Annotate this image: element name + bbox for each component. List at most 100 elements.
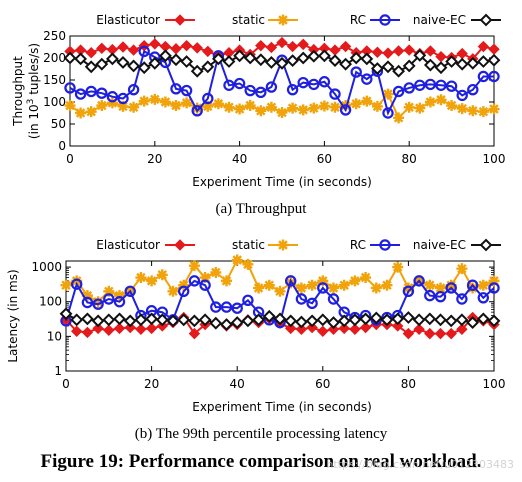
- x-tick-label: 100: [483, 152, 506, 166]
- naive-ec-point: [455, 313, 469, 327]
- static-point: [371, 100, 383, 112]
- rc-point: [124, 285, 136, 298]
- naive-ec-point: [305, 314, 319, 328]
- naive-ec-point: [220, 318, 233, 331]
- naive-ec-point: [466, 56, 480, 70]
- y-tick-label: 100: [39, 295, 62, 309]
- static-point: [60, 279, 72, 291]
- static-point: [349, 275, 361, 287]
- elasticutor-point: [306, 321, 318, 334]
- naive-ec-point: [201, 60, 215, 74]
- rc-point: [285, 275, 297, 287]
- elasticutor-point: [413, 323, 425, 336]
- naive-ec-point: [158, 49, 172, 63]
- naive-ec-point: [241, 314, 255, 328]
- naive-ec-point: [316, 313, 330, 327]
- rc-point: [231, 302, 243, 314]
- static-point: [255, 105, 267, 117]
- rc-point: [265, 81, 278, 93]
- naive-ec-point: [198, 313, 212, 327]
- elasticutor-point: [85, 47, 97, 59]
- static-point: [234, 103, 246, 115]
- rc-point: [170, 83, 182, 95]
- static-point: [263, 279, 275, 291]
- static-point: [135, 272, 147, 284]
- rc-point: [113, 296, 126, 308]
- y-axis-label-line2: (in 103 tuples/s): [26, 43, 41, 139]
- static-point: [106, 97, 118, 109]
- x-tick-label: 80: [401, 377, 416, 391]
- static-point: [297, 104, 309, 116]
- rc-point: [466, 279, 479, 291]
- naive-ec-point: [243, 51, 257, 65]
- rc-point: [424, 289, 436, 302]
- naive-ec-point: [391, 312, 405, 326]
- x-tick-label: 80: [402, 152, 417, 166]
- rc-point: [233, 77, 246, 90]
- naive-ec-point: [137, 61, 151, 75]
- static-point: [244, 100, 256, 112]
- static-point: [402, 282, 414, 294]
- naive-ec-point: [102, 313, 116, 327]
- throughput-chart: Elasticutor static RC naive-EC 0 20 40 60 80…: [11, 13, 505, 217]
- naive-ec-point: [148, 56, 162, 70]
- naive-ec-point: [95, 57, 109, 71]
- rc-point: [255, 86, 267, 99]
- naive-ec-point: [123, 314, 137, 328]
- naive-ec-point: [434, 313, 447, 327]
- plot-frame: [69, 35, 495, 147]
- legend-label-naive-ec: naive-EC: [413, 13, 466, 27]
- naive-ec-point: [113, 312, 126, 326]
- legend-marker-elasticutor: [174, 239, 186, 251]
- rc-point: [295, 293, 308, 305]
- rc-point: [414, 79, 426, 91]
- rc-point: [92, 298, 104, 310]
- rc-point: [445, 80, 458, 92]
- x-axis-label: Experiment Time (in seconds): [192, 400, 372, 414]
- legend-marker-rc: [379, 239, 391, 251]
- naive-ec-point: [286, 54, 300, 68]
- rc-point: [199, 279, 211, 291]
- naive-ec-point: [476, 312, 490, 326]
- elasticutor-point: [349, 323, 361, 336]
- y-axis-label-line2-post: tuples/s): [27, 43, 41, 99]
- elasticutor-point: [170, 43, 182, 55]
- rc-point: [96, 87, 108, 99]
- elasticutor-point: [70, 325, 83, 338]
- elasticutor-point: [371, 46, 384, 58]
- rc-point: [435, 79, 447, 91]
- elasticutor-point: [295, 323, 308, 336]
- elasticutor-point: [403, 44, 415, 56]
- x-tick-label: 0: [62, 377, 70, 391]
- static-point: [414, 102, 426, 114]
- static-point: [221, 275, 232, 287]
- x-tick-label: 100: [483, 377, 506, 391]
- naive-ec-point: [434, 61, 448, 75]
- rc-point: [106, 91, 119, 103]
- rc-point: [220, 301, 233, 313]
- legend-marker-static: [277, 14, 289, 26]
- naive-ec-point: [180, 55, 194, 68]
- rc-point: [402, 285, 415, 298]
- rc-point: [317, 282, 329, 294]
- rc-point: [350, 66, 362, 78]
- rc-point: [361, 73, 373, 85]
- static-point: [308, 102, 320, 114]
- rc-point: [242, 294, 254, 306]
- static-point: [393, 112, 405, 124]
- rc-point: [127, 83, 140, 96]
- y-tick-label: 100: [43, 95, 66, 109]
- rc-point: [318, 76, 331, 88]
- static-point: [231, 254, 243, 266]
- naive-ec-point: [230, 316, 244, 329]
- static-point: [223, 101, 235, 113]
- x-tick-label: 60: [315, 377, 330, 391]
- static-point: [199, 272, 211, 284]
- naive-ec-point: [476, 55, 490, 68]
- elasticutor-point: [391, 320, 404, 332]
- static-point: [149, 93, 161, 105]
- naive-ec-point: [401, 311, 415, 324]
- static-point: [435, 282, 446, 294]
- legend-marker-naive-ec: [479, 238, 493, 252]
